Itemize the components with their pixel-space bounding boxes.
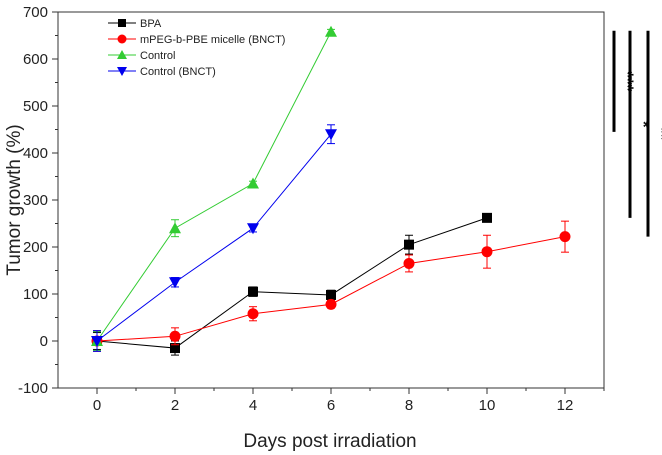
series-line <box>96 133 332 342</box>
series-1 <box>91 220 571 352</box>
legend-marker <box>117 67 127 76</box>
y-tick-label: 500 <box>23 98 48 115</box>
legend: BPA mPEG-b-PBE micelle (BNCT) Control Contr… <box>108 18 285 78</box>
series-0 <box>92 212 492 356</box>
y-tick-label: 600 <box>23 51 48 68</box>
y-tick-label: 400 <box>23 145 48 162</box>
data-point <box>559 231 571 243</box>
legend-label: BPA <box>140 18 162 30</box>
y-tick-label: -100 <box>18 380 48 397</box>
series-2 <box>91 25 337 351</box>
x-tick-label: 4 <box>249 397 257 414</box>
data-point <box>91 336 103 347</box>
x-tick-label: 2 <box>171 397 179 414</box>
y-tick-label: 0 <box>40 333 48 350</box>
y-tick-label: 100 <box>23 286 48 303</box>
y-tick-label: 300 <box>23 192 48 209</box>
axes: 0 2 4 6 8 10 12 -100 0 100 200 300 400 500 600 700 <box>18 4 605 414</box>
x-tick-label: 6 <box>327 397 335 414</box>
data-point <box>247 308 259 320</box>
data-point <box>247 223 259 235</box>
data-point <box>325 298 337 310</box>
data-point <box>404 239 414 250</box>
legend-marker <box>117 34 127 44</box>
significance-label: *** <box>618 71 637 91</box>
y-tick-label: 200 <box>23 239 48 256</box>
data-point <box>169 222 181 234</box>
series-line <box>96 217 488 349</box>
data-point <box>403 257 415 269</box>
data-point <box>248 286 258 297</box>
data-point <box>325 129 337 141</box>
legend-label: Control <box>140 50 175 62</box>
series-line <box>96 236 566 342</box>
legend-marker <box>117 50 127 59</box>
data-point <box>247 177 259 189</box>
legend-marker <box>118 19 126 27</box>
y-tick-label: 700 <box>23 4 48 21</box>
y-axis-title: Tumor growth (%) <box>4 124 25 275</box>
data-point <box>326 289 336 300</box>
significance-annotations: ****** <box>612 30 662 237</box>
significance-label: ** <box>652 127 662 141</box>
series-line <box>96 31 332 342</box>
x-tick-label: 10 <box>479 397 496 414</box>
data-point <box>169 330 181 342</box>
data-point <box>325 25 337 37</box>
x-axis-title: Days post irradiation <box>243 431 416 452</box>
data-point <box>481 246 493 258</box>
series <box>91 25 571 356</box>
data-point <box>170 343 180 354</box>
data-point <box>482 212 492 223</box>
data-point <box>169 277 181 289</box>
significance-label: * <box>634 121 653 128</box>
x-tick-label: 8 <box>405 397 413 414</box>
legend-label: Control (BNCT) <box>140 66 216 78</box>
x-tick-label: 0 <box>93 397 101 414</box>
x-tick-label: 12 <box>557 397 574 414</box>
series-3 <box>91 124 337 352</box>
legend-label: mPEG-b-PBE micelle (BNCT) <box>140 34 285 46</box>
